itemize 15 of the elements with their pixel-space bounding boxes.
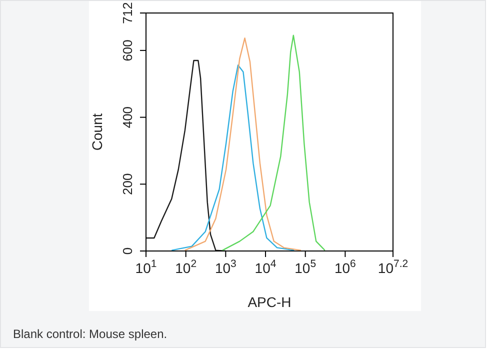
x-tick-label: 10$^{5}$	[294, 258, 316, 276]
x-tick-label: 10$^{7.2}$	[378, 258, 408, 276]
y-tick-label: 0	[120, 247, 135, 255]
y-tick-label: 200	[120, 173, 135, 195]
x-tick-label: 10$^{1}$	[135, 258, 157, 276]
y-tick-label: 712	[120, 2, 135, 24]
y-axis-title: Count	[88, 113, 105, 151]
x-tick-label: 10$^{4}$	[254, 258, 276, 276]
text: Blank control: Mouse spleen.	[13, 327, 168, 341]
y-tick-label: 600	[120, 40, 135, 62]
y-tick-label: 400	[120, 106, 135, 128]
x-tick-label: 10$^{6}$	[334, 258, 356, 276]
x-tick-label: 10$^{3}$	[214, 258, 237, 276]
x-axis-title: APC-H	[248, 294, 292, 310]
x-tick-label: 10$^{2}$	[175, 258, 197, 276]
